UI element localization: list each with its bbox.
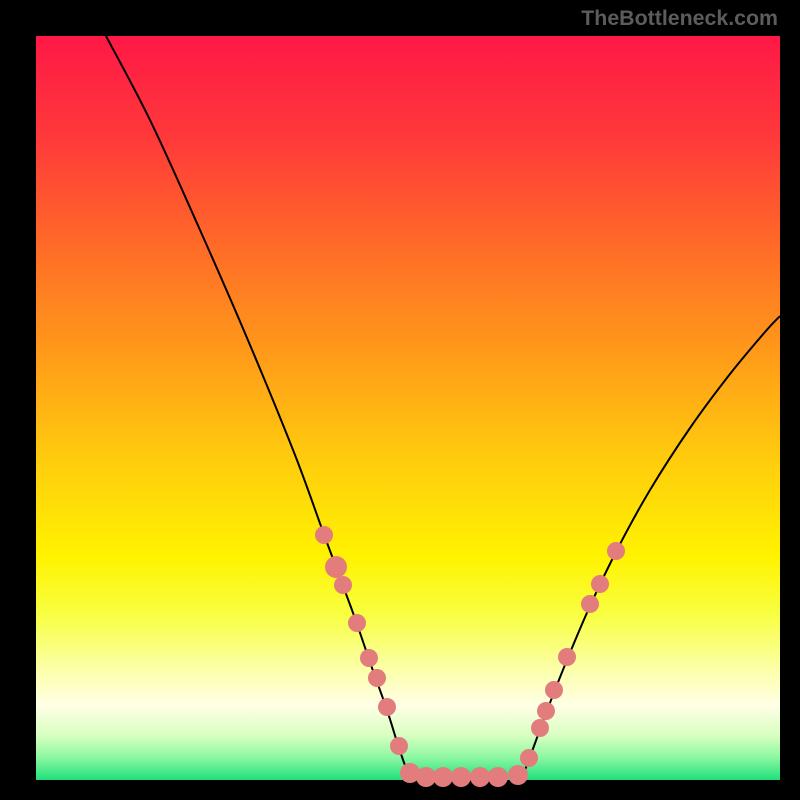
marker-dot — [368, 669, 386, 687]
marker-dot — [607, 542, 625, 560]
marker-dot — [390, 737, 408, 755]
marker-dot — [531, 719, 549, 737]
marker-dot — [348, 614, 366, 632]
marker-dot — [591, 575, 609, 593]
marker-dot — [360, 649, 378, 667]
marker-dot — [315, 526, 333, 544]
marker-dot — [581, 595, 599, 613]
marker-dot — [451, 767, 471, 787]
marker-dot — [537, 702, 555, 720]
marker-dot — [558, 648, 576, 666]
marker-dot — [545, 681, 563, 699]
left-curve — [106, 36, 411, 780]
marker-dot — [334, 576, 352, 594]
marker-dot — [520, 749, 538, 767]
marker-dot — [470, 767, 490, 787]
watermark-text: TheBottleneck.com — [581, 6, 778, 31]
chart-svg — [0, 0, 800, 800]
marker-dot — [378, 698, 396, 716]
marker-dot — [325, 556, 347, 578]
right-curve — [520, 316, 780, 780]
marker-dot — [433, 767, 453, 787]
marker-group — [315, 526, 625, 787]
marker-dot — [508, 765, 528, 785]
marker-dot — [488, 767, 508, 787]
